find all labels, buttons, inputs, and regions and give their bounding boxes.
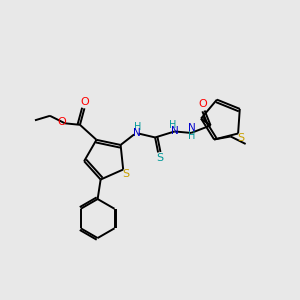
- Text: H: H: [134, 122, 141, 132]
- Text: O: O: [57, 117, 66, 127]
- Text: N: N: [171, 125, 178, 136]
- Text: S: S: [122, 169, 129, 179]
- Text: N: N: [133, 128, 141, 138]
- Text: N: N: [188, 123, 196, 134]
- Text: S: S: [156, 153, 163, 164]
- Text: O: O: [199, 99, 208, 110]
- Text: H: H: [188, 131, 196, 141]
- Text: S: S: [238, 133, 244, 143]
- Text: O: O: [80, 97, 89, 107]
- Text: H: H: [169, 120, 177, 130]
